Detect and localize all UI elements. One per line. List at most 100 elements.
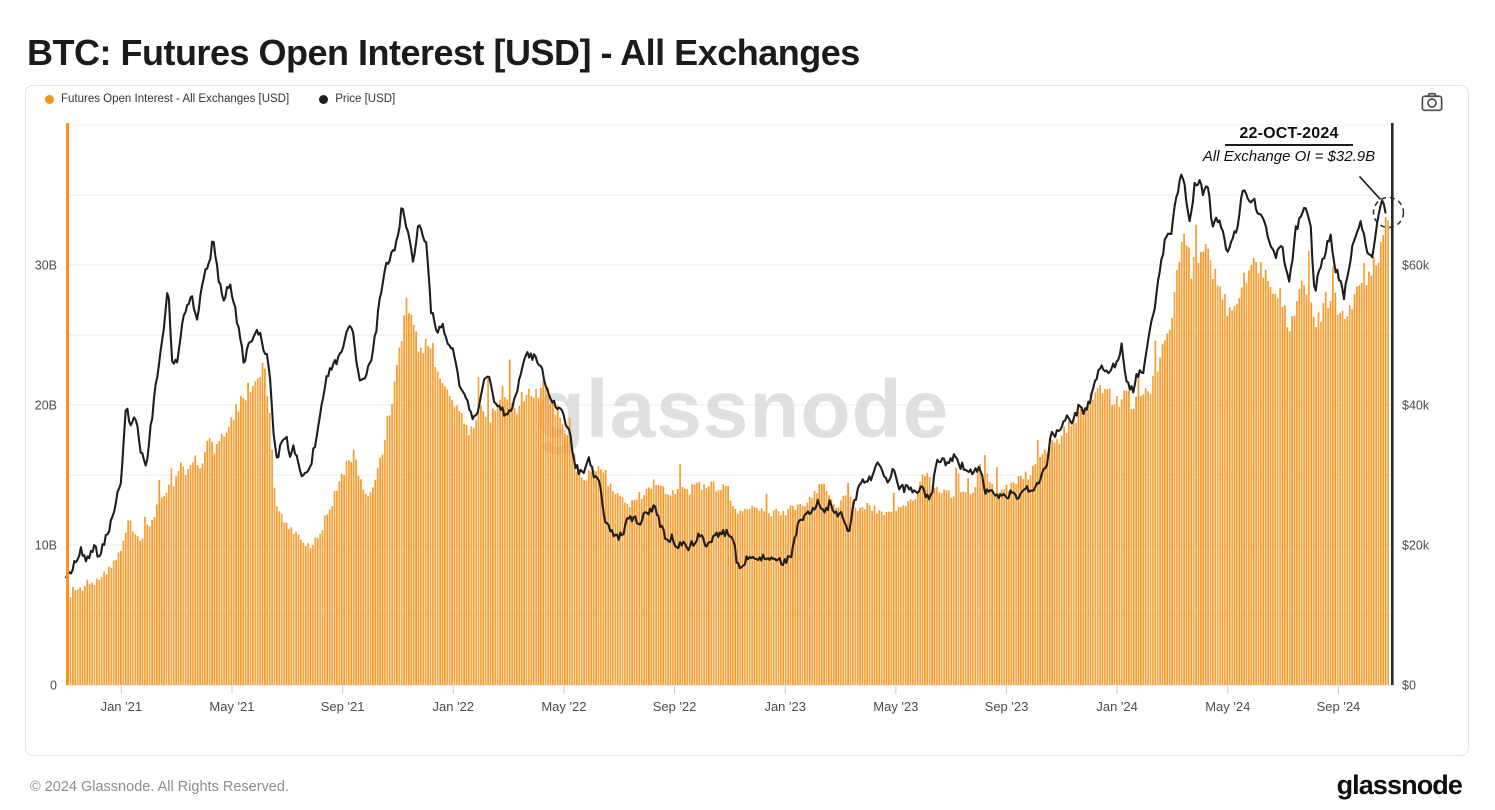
oi-bar [578, 470, 581, 685]
oi-bar [499, 399, 501, 685]
oi-bar [489, 422, 492, 685]
oi-bar [969, 493, 972, 685]
oi-bar [163, 495, 165, 685]
oi-bar [600, 469, 602, 685]
oi-bar [758, 510, 761, 685]
oi-bar [439, 378, 441, 685]
oi-bar [897, 506, 900, 685]
oi-bar [657, 484, 660, 685]
oi-bar [1274, 293, 1277, 685]
oi-bar [981, 477, 984, 685]
x-axis-tick-label: Sep '22 [653, 699, 697, 714]
legend-item-open-interest[interactable]: Futures Open Interest - All Exchanges [U… [45, 93, 289, 105]
oi-bar [724, 485, 727, 685]
oi-bar [1096, 387, 1099, 685]
oi-bar [156, 504, 158, 685]
oi-bar [684, 488, 686, 685]
oi-bar [468, 435, 470, 685]
oi-bar [1382, 235, 1385, 685]
oi-bar [907, 501, 909, 685]
x-axis-tick-label: Jan '24 [1096, 699, 1138, 714]
oi-bar [252, 385, 254, 685]
oi-bar [345, 460, 348, 685]
oi-bar [751, 505, 753, 685]
oi-bar [936, 486, 938, 685]
oi-bar [1346, 316, 1349, 685]
oi-bar [1372, 256, 1375, 685]
oi-bar [506, 399, 509, 685]
oi-bar [988, 481, 991, 685]
annotation-arrow [1358, 175, 1382, 200]
oi-bar [794, 509, 797, 685]
legend-item-price[interactable]: Price [USD] [319, 93, 395, 105]
oi-bar [861, 507, 864, 685]
left-axis-tick-label: 10B [35, 539, 57, 553]
oi-bar [1116, 395, 1118, 685]
oi-bar [1130, 409, 1133, 685]
oi-bar [1322, 303, 1325, 685]
oi-bar [1113, 404, 1116, 685]
oi-bar [912, 500, 914, 685]
camera-screenshot-button[interactable] [1419, 89, 1445, 115]
oi-bar [463, 423, 465, 685]
oi-bar [100, 577, 103, 685]
oi-bar [501, 385, 504, 685]
oi-bar [784, 515, 787, 685]
oi-bar [854, 507, 857, 685]
oi-bar [444, 386, 446, 685]
oi-bar [741, 511, 744, 685]
oi-bar [873, 505, 876, 685]
oi-bar [720, 490, 722, 685]
x-axis-tick-label: Jan '21 [101, 699, 143, 714]
oi-bar [950, 498, 953, 685]
oi-bar [532, 397, 535, 685]
oi-bar [945, 490, 948, 685]
oi-bar [837, 507, 840, 685]
oi-bar [967, 478, 969, 685]
oi-bar [943, 489, 945, 685]
oi-bar [566, 435, 569, 685]
oi-bar [818, 483, 821, 685]
oi-bar [996, 467, 998, 685]
oi-bar [110, 567, 113, 685]
oi-bar [1104, 388, 1106, 685]
oi-bar [676, 488, 679, 685]
oi-bar [823, 483, 825, 685]
oi-bar [458, 411, 461, 685]
oi-bar [477, 376, 480, 685]
oi-bar [201, 463, 204, 685]
oi-bar [547, 387, 549, 685]
oi-bar [400, 341, 403, 685]
oi-bar [1041, 453, 1044, 685]
oi-bar [962, 491, 965, 685]
oi-bar [333, 490, 336, 685]
oi-bar [1368, 271, 1370, 685]
oi-bar [1214, 268, 1217, 685]
oi-bar [1221, 299, 1224, 685]
oi-bar [1072, 418, 1075, 685]
oi-bar [542, 380, 545, 685]
oi-bar [902, 505, 905, 685]
oi-bar [972, 492, 974, 685]
oi-bar [1327, 307, 1329, 685]
oi-bar [1190, 278, 1193, 685]
oi-bar [801, 505, 804, 685]
oi-bar [765, 493, 768, 685]
oi-bar [1077, 411, 1080, 685]
oi-bar [1080, 408, 1082, 685]
oi-bar [705, 488, 708, 685]
oi-bar [1262, 277, 1265, 685]
oi-bar [172, 486, 175, 685]
oi-bar [1176, 270, 1178, 685]
oi-bar [871, 510, 873, 685]
oi-bar [273, 487, 276, 685]
oi-bar [691, 483, 693, 685]
oi-bar [475, 419, 477, 685]
oi-bar [1168, 329, 1171, 685]
oi-bar [1032, 465, 1034, 685]
oi-bar [612, 491, 614, 685]
oi-bar [544, 384, 547, 685]
oi-bar [460, 413, 463, 685]
oi-bar [228, 426, 230, 685]
